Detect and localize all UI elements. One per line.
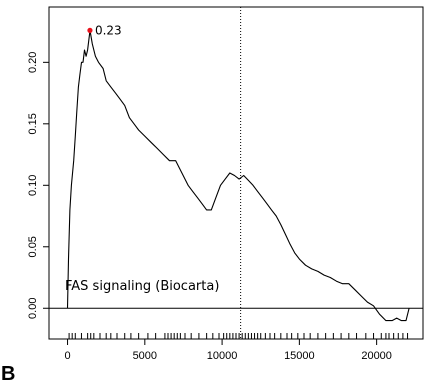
peak-point [87,27,93,33]
y-tick-label: 0.10 [27,175,39,196]
y-tick-label: 0.20 [27,52,39,73]
y-tick-label: 0.05 [27,236,39,257]
y-tick-label: 0.00 [27,298,39,319]
x-tick-label: 20000 [361,350,392,362]
y-tick-label: 0.15 [27,113,39,134]
x-tick-label: 0 [64,350,70,362]
x-tick-label: 15000 [284,350,315,362]
peak-value-label: 0.23 [95,23,122,37]
panel-letter: B [1,363,15,381]
x-tick-label: 5000 [133,350,157,362]
chart-title: FAS signaling (Biocarta) [65,279,219,294]
x-tick-label: 10000 [207,350,238,362]
running-enrichment-line [66,29,410,322]
